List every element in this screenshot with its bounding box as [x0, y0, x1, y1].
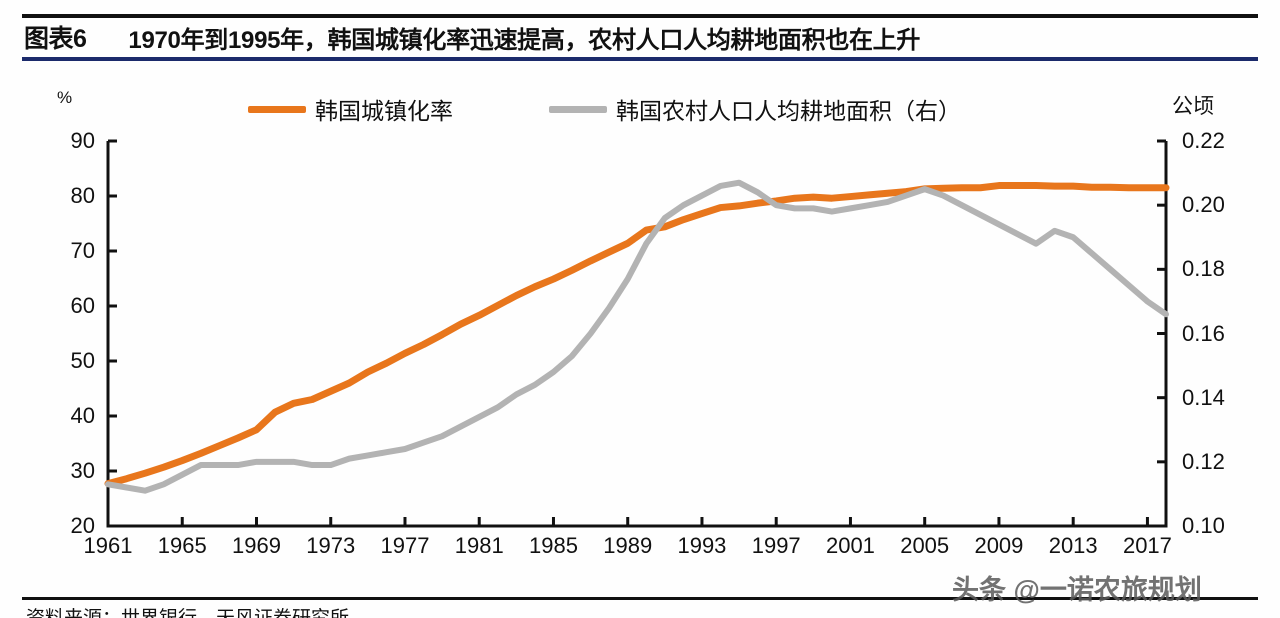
x-axis-tick-label: 2009 [974, 533, 1024, 558]
x-axis-tick-label: 1993 [677, 533, 727, 558]
series-line-farmland [105, 179, 1169, 494]
figure-title-row: 图表6 1970年到1995年，韩国城镇化率迅速提高，农村人口人均耕地面积也在上… [24, 19, 1258, 55]
left-axis-tick-label: 70 [70, 238, 95, 263]
page-title: 1970年到1995年，韩国城镇化率迅速提高，农村人口人均耕地面积也在上升 [128, 26, 921, 54]
right-axis-tick-label: 0.12 [1182, 448, 1225, 474]
legend-item-urbanization: 韩国城镇化率 [248, 92, 453, 126]
left-axis-tick-label: 40 [70, 403, 95, 428]
x-axis-tick-label: 2005 [900, 533, 950, 558]
x-axis-tick-label: 1961 [83, 533, 133, 558]
left-axis-unit: % [57, 88, 73, 107]
left-axis-tick-label: 80 [70, 183, 95, 208]
x-axis-tick-label: 1973 [306, 533, 356, 558]
legend-swatch-urbanization [248, 105, 306, 113]
x-axis-tick-label: 1977 [380, 533, 430, 558]
x-axis-tick-label: 2013 [1048, 533, 1098, 558]
title-top-rule [22, 14, 1258, 18]
legend-item-farmland: 韩国农村人口人均耕地面积（右） [549, 92, 961, 126]
right-axis-tick-label: 0.14 [1182, 384, 1225, 410]
footer-rule [22, 597, 1258, 600]
source-note: 资料来源：世界银行，天风证券研究所 [26, 603, 349, 618]
x-axis-tick-label: 1997 [751, 533, 801, 558]
chart-legend: 韩国城镇化率 韩国农村人口人均耕地面积（右） [248, 92, 961, 126]
x-axis-tick-label: 2001 [825, 533, 875, 558]
right-axis-tick-label: 0.22 [1182, 128, 1225, 153]
left-axis-tick-label: 30 [70, 458, 95, 483]
x-axis-tick-label: 2017 [1122, 533, 1172, 558]
x-axis-tick-label: 1969 [232, 533, 281, 558]
series-line-urbanization [104, 182, 1170, 488]
figure-number: 图表6 [24, 25, 87, 53]
left-axis-tick-label: 90 [70, 128, 95, 153]
legend-label-farmland: 韩国农村人口人均耕地面积（右） [616, 98, 961, 124]
title-bottom-rule [22, 57, 1258, 61]
legend-swatch-farmland [549, 105, 607, 113]
left-axis-tick-label: 60 [70, 293, 95, 318]
right-axis-tick-label: 0.10 [1182, 513, 1225, 538]
right-axis-tick-label: 0.18 [1182, 256, 1225, 282]
x-axis-tick-label: 1985 [528, 533, 578, 558]
x-axis-tick-label: 1965 [157, 533, 207, 558]
x-axis-tick-label: 1989 [603, 533, 653, 558]
left-axis-tick-label: 50 [70, 348, 95, 373]
legend-label-urbanization: 韩国城镇化率 [315, 98, 453, 124]
x-axis-tick-label: 1981 [454, 533, 504, 558]
right-axis-tick-label: 0.16 [1182, 320, 1225, 346]
right-axis-unit: 公顷 [1172, 95, 1214, 118]
right-axis-tick-label: 0.20 [1182, 192, 1225, 218]
left-axis-tick-label: 20 [70, 513, 95, 538]
watermark: 头条 @一诺农旅规划 [952, 575, 1202, 605]
